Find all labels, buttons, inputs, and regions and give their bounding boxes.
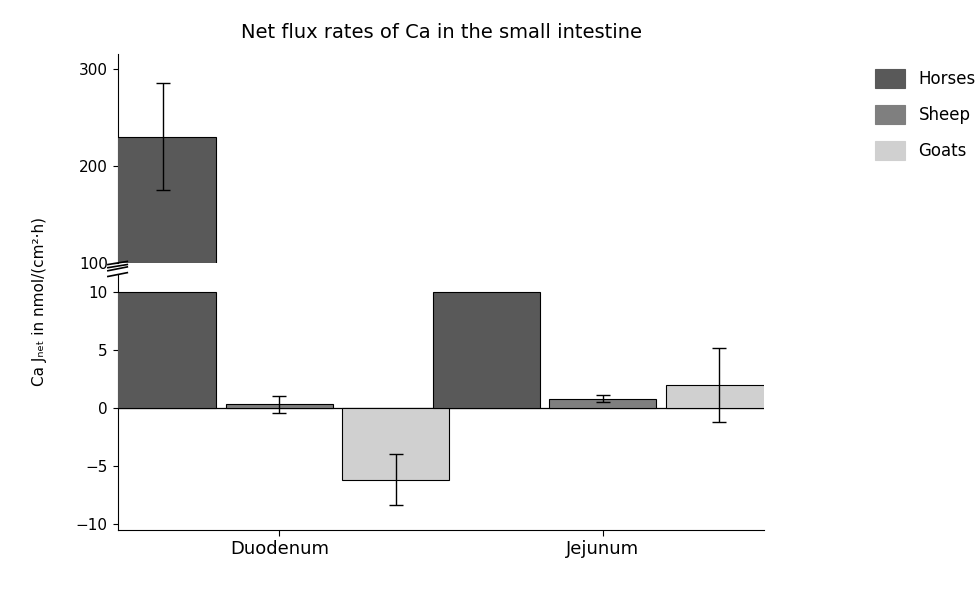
Bar: [342, 408, 449, 480]
Bar: [665, 385, 772, 408]
Bar: [110, 292, 217, 408]
Bar: [225, 405, 333, 408]
Text: Ca Jₙₑₜ in nmol/(cm²·h): Ca Jₙₑₜ in nmol/(cm²·h): [31, 217, 47, 385]
Bar: [549, 399, 657, 408]
Bar: [433, 292, 540, 408]
Title: Net flux rates of Ca in the small intestine: Net flux rates of Ca in the small intest…: [240, 22, 642, 42]
Legend: Horses, Sheep, Goats: Horses, Sheep, Goats: [868, 63, 980, 167]
Bar: [433, 302, 540, 360]
Bar: [110, 137, 217, 360]
